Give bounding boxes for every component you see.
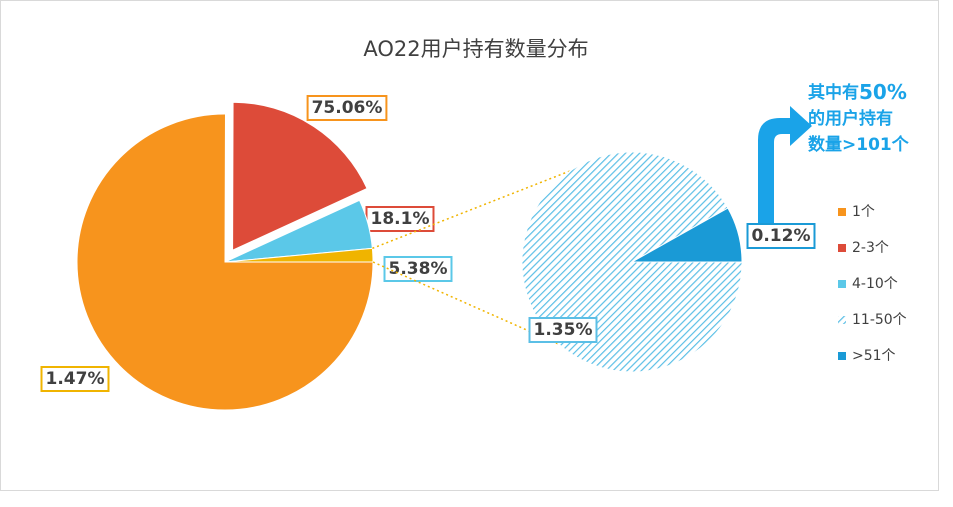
label-box [528,317,598,343]
data-label: 5.38% [389,259,448,279]
legend-marker [838,352,846,360]
annotation-line: 的用户持有 [808,108,893,129]
annotation-text: 其中有 [808,82,859,103]
data-label: 75.06% [312,98,383,118]
data-label: 0.12% [752,226,811,246]
legend-label: 4-10个 [852,276,898,292]
connector-line [372,159,599,250]
legend-marker [838,280,846,288]
data-label: 1.47% [46,369,105,389]
label-box [383,256,453,282]
data-label: 1.35% [534,320,593,340]
annotation-highlight: 50% [859,80,907,104]
legend-marker [838,208,846,216]
legend-label: 2-3个 [852,240,889,256]
pie-slice [224,247,374,263]
legend-marker [838,316,846,324]
chart-title: AO22用户持有数量分布 [363,37,588,61]
data-label: 18.1% [371,209,430,229]
annotation-line: 其中有50% [808,80,907,104]
label-box [746,223,816,249]
callout-arrow [758,106,812,228]
legend-label: >51个 [852,348,896,364]
legend-label: 11-50个 [852,312,907,328]
legend-marker [838,244,846,252]
pie-slice [630,207,743,263]
legend-label: 1个 [852,204,875,220]
pie-slice [232,101,368,252]
annotation-line: 数量>101个 [808,134,910,155]
label-box [306,95,388,121]
label-box [365,206,435,232]
label-box [40,366,110,392]
